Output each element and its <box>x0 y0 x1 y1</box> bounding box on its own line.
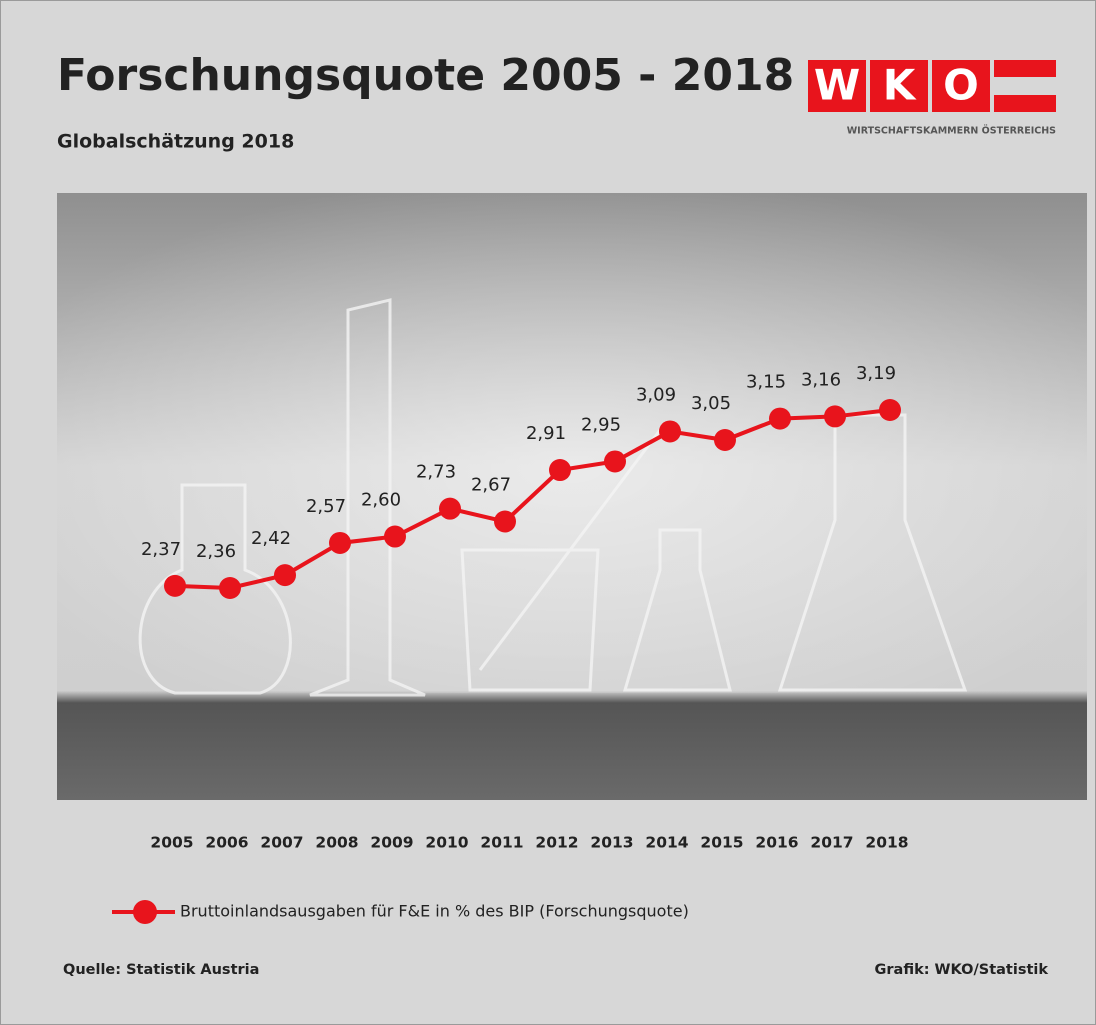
data-point <box>659 420 681 443</box>
logo-letter: K <box>883 61 917 110</box>
data-label: 3,15 <box>746 372 786 393</box>
data-point <box>879 399 901 421</box>
data-label: 3,09 <box>636 384 676 405</box>
data-point <box>714 429 736 452</box>
data-point <box>769 407 791 430</box>
chart-title: Forschungsquote 2005 - 2018 <box>57 50 794 101</box>
data-label: 2,37 <box>141 539 181 560</box>
logo-letter: O <box>943 61 979 110</box>
logo-box <box>932 60 990 112</box>
data-point <box>274 564 296 587</box>
x-tick-label: 2006 <box>205 834 248 852</box>
logo: W K O WIRTSCHAFTSKAMMERN ÖSTERREICHS <box>808 60 1056 137</box>
x-tick-label: 2012 <box>535 834 578 852</box>
x-tick-label: 2018 <box>865 834 908 852</box>
photo <box>57 193 1087 800</box>
x-tick-label: 2011 <box>480 834 523 852</box>
x-tick-label: 2016 <box>755 834 798 852</box>
data-point <box>439 497 461 520</box>
data-label: 3,05 <box>691 393 731 414</box>
source: Quelle: Statistik Austria <box>63 962 259 978</box>
data-label: 2,73 <box>416 462 456 483</box>
x-tick-label: 2014 <box>645 834 688 852</box>
data-label: 2,57 <box>306 496 346 517</box>
data-label: 2,95 <box>581 414 621 435</box>
x-tick-label: 2008 <box>315 834 358 852</box>
x-tick-label: 2007 <box>260 834 303 852</box>
photo-glow <box>57 193 1087 693</box>
legend-label: Bruttoinlandsausgaben für F&E in % des B… <box>180 902 689 921</box>
logo-box <box>870 60 928 112</box>
legend-marker <box>133 900 157 924</box>
data-point <box>219 577 241 599</box>
data-point <box>384 525 406 548</box>
data-point <box>824 405 846 428</box>
data-label: 3,19 <box>856 363 896 384</box>
data-point <box>604 450 626 473</box>
x-tick-label: 2013 <box>590 834 633 852</box>
logo-tagline: WIRTSCHAFTSKAMMERN ÖSTERREICHS <box>847 126 1056 137</box>
chart-subtitle: Globalschätzung 2018 <box>57 131 294 153</box>
data-point <box>329 531 351 554</box>
logo-letter: W <box>814 61 860 110</box>
data-label: 2,42 <box>251 528 291 549</box>
x-tick-label: 2015 <box>700 834 743 852</box>
x-tick-label: 2009 <box>370 834 413 852</box>
data-label: 2,67 <box>471 475 511 496</box>
x-tick-label: 2010 <box>425 834 468 852</box>
data-label: 2,36 <box>196 541 236 562</box>
x-tick-label: 2005 <box>150 834 193 852</box>
data-point <box>549 459 571 482</box>
data-point <box>494 510 516 533</box>
data-label: 2,91 <box>526 423 566 444</box>
data-label: 3,16 <box>801 369 841 390</box>
logo-stripe <box>994 60 1056 77</box>
data-label: 2,60 <box>361 490 401 511</box>
logo-stripe <box>994 95 1056 112</box>
glassware <box>138 298 968 697</box>
x-tick-label: 2017 <box>810 834 853 852</box>
data-point <box>164 574 186 597</box>
logo-box <box>808 60 866 112</box>
credit: Grafik: WKO/Statistik <box>874 962 1048 978</box>
